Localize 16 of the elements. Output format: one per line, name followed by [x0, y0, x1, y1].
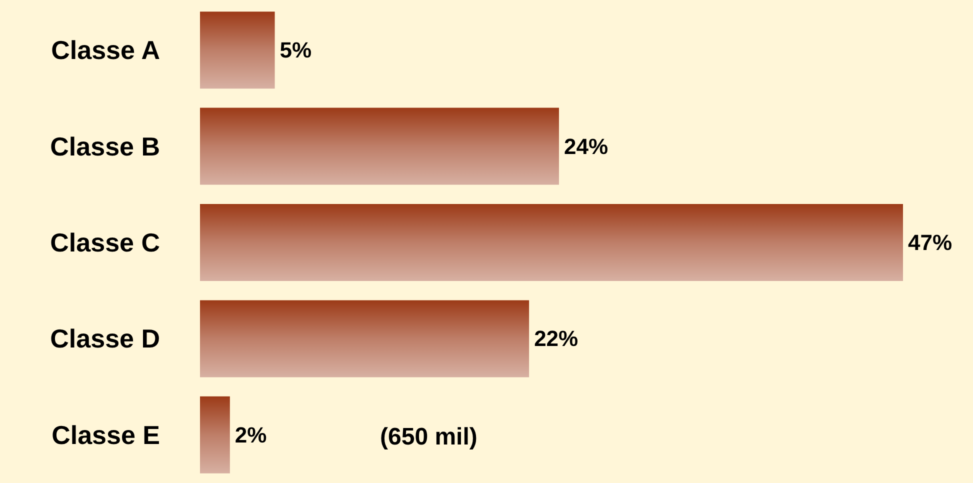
bar — [200, 396, 230, 474]
bar — [200, 204, 903, 281]
y-tick-label: Classe D — [50, 324, 160, 354]
y-tick-label: Classe A — [51, 35, 160, 66]
data-label: 2% — [234, 422, 267, 448]
y-tick-label: Classe C — [50, 228, 160, 258]
data-label: 5% — [280, 38, 312, 63]
data-label: 24% — [564, 134, 608, 159]
bar — [200, 300, 530, 378]
data-label: 47% — [908, 230, 952, 255]
y-tick-label: Classe B — [50, 131, 160, 162]
data-label: 22% — [534, 326, 578, 352]
annotation: (650 mil) — [380, 424, 478, 450]
bar — [200, 12, 275, 89]
y-tick-label: Classe E — [52, 420, 160, 450]
bar — [200, 108, 559, 185]
